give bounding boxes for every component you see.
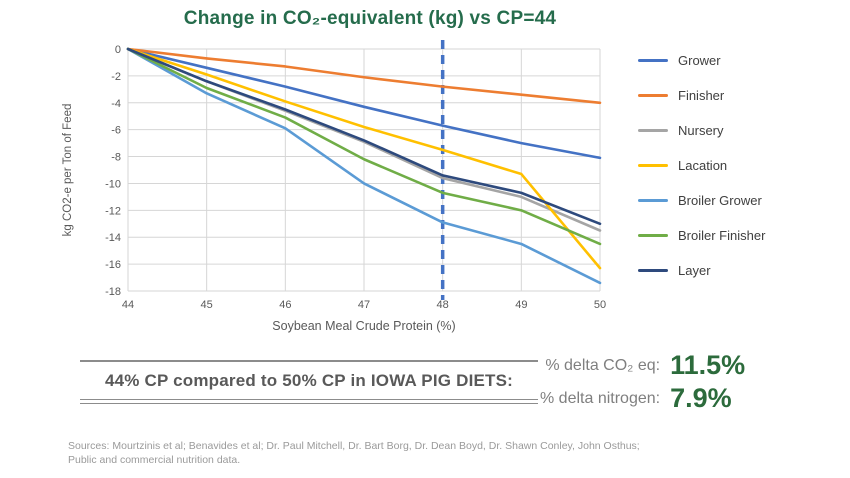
x-tick-label: 49: [515, 299, 527, 311]
legend-line-swatch: [638, 128, 668, 132]
legend-label: Layer: [678, 262, 711, 278]
y-tick-label: -18: [105, 286, 121, 298]
legend-label: Broiler Finisher: [678, 227, 766, 243]
legend-line-swatch: [638, 198, 668, 202]
legend-item-layer: Layer: [638, 262, 765, 278]
legend-line-swatch: [638, 233, 668, 237]
y-tick-label: -10: [105, 178, 121, 190]
y-axis-title: kg CO2-e per Ton of Feed: [62, 104, 74, 237]
legend-line-swatch: [638, 93, 668, 97]
legend-line-swatch: [638, 163, 668, 167]
y-tick-label: -2: [111, 71, 121, 83]
legend-item-broiler-grower: Broiler Grower: [638, 192, 765, 208]
series-line-broiler-grower: [126, 47, 602, 285]
series-line-layer: [126, 47, 602, 226]
delta-nitrogen-value: 7.9%: [670, 383, 732, 413]
y-tick-label: -6: [111, 125, 121, 137]
sources-line-2: Public and commercial nutrition data.: [68, 453, 241, 466]
legend-label: Broiler Grower: [678, 192, 762, 208]
x-tick-label: 47: [358, 299, 370, 311]
legend-label: Finisher: [678, 87, 725, 103]
series-line-lacation: [126, 47, 602, 270]
rule-bottom-double: [80, 399, 538, 404]
legend-item-grower: Grower: [638, 52, 765, 68]
y-tick-label: 0: [115, 44, 121, 56]
legend-line-swatch: [638, 58, 668, 62]
y-tick-label: -12: [105, 205, 121, 217]
comparison-statement-box: 44% CP compared to 50% CP in IOWA PIG DI…: [80, 360, 538, 404]
legend-label: Lacation: [678, 157, 728, 173]
y-tick-label: -8: [111, 152, 121, 164]
legend-item-nursery: Nursery: [638, 122, 765, 138]
x-tick-label: 48: [437, 299, 449, 311]
chart-title: Change in CO₂-equivalent (kg) vs CP=44: [183, 8, 557, 29]
x-tick-label: 44: [122, 299, 134, 311]
x-tick-label: 46: [279, 299, 291, 311]
legend-label: Nursery: [678, 122, 724, 138]
rule-top: [80, 360, 538, 362]
x-tick-label: 45: [201, 299, 213, 311]
delta-metrics: % delta CO₂ eq: 11.5% % delta nitrogen: …: [540, 352, 745, 412]
delta-co2-value: 11.5%: [670, 350, 746, 380]
x-tick-label: 50: [594, 299, 606, 311]
x-axis-title: Soybean Meal Crude Protein (%): [272, 319, 455, 333]
series-line-grower: [126, 47, 602, 160]
delta-co2-label: % delta CO₂ eq:: [545, 356, 661, 374]
delta-nitrogen-label: % delta nitrogen:: [540, 389, 661, 407]
series-line-finisher: [126, 47, 602, 105]
sources-note: Sources: Mourtzinis et al; Benavides et …: [68, 440, 640, 468]
sources-line-1: Sources: Mourtzinis et al; Benavides et …: [68, 440, 640, 452]
y-tick-label: -16: [105, 259, 121, 271]
legend-item-broiler-finisher: Broiler Finisher: [638, 227, 765, 243]
legend-item-finisher: Finisher: [638, 87, 765, 103]
legend-line-swatch: [638, 268, 668, 272]
y-tick-label: -14: [105, 232, 121, 244]
comparison-statement: 44% CP compared to 50% CP in IOWA PIG DI…: [104, 371, 514, 390]
legend-item-lacation: Lacation: [638, 157, 765, 173]
chart-legend: Grower Finisher Nursery Lacation Broiler Gro…: [638, 52, 765, 278]
legend-label: Grower: [678, 52, 721, 68]
series-line-broiler-finisher: [126, 47, 602, 246]
y-tick-label: -4: [111, 98, 121, 110]
